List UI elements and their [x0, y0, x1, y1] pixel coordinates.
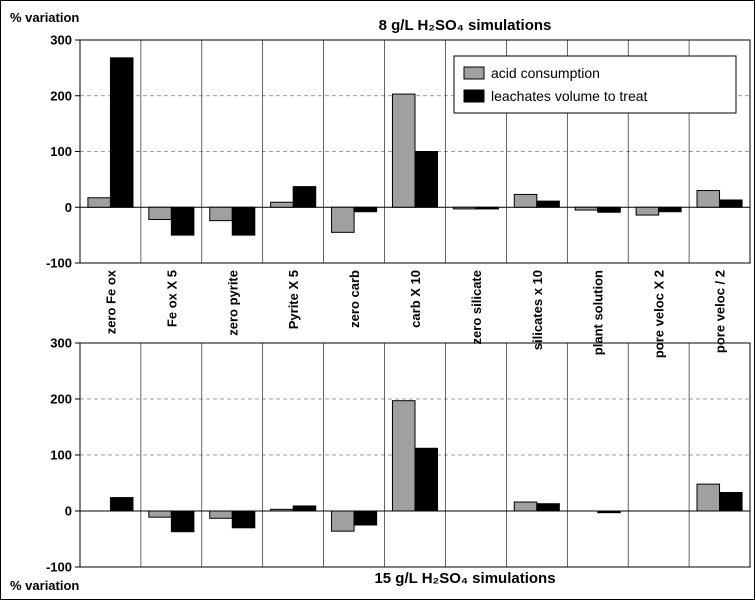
bar-leachates-volume	[109, 57, 134, 208]
category-label: silicates x 10	[530, 270, 545, 350]
legend-box	[453, 55, 737, 114]
category-label: carb X 10	[408, 270, 423, 328]
top-ylabel: % variation	[10, 10, 79, 25]
bar-leachates-volume	[292, 186, 317, 208]
y-tick-label: 200	[50, 392, 72, 407]
bar-leachates-volume	[719, 199, 743, 208]
category-label: Pyrite X 5	[286, 270, 301, 329]
bar-leachates-volume	[597, 510, 621, 514]
bar-acid-consumption	[391, 400, 416, 512]
legend-swatch-acid-consumption	[463, 66, 485, 80]
bar-acid-consumption	[574, 206, 599, 211]
bar-leachates-volume	[414, 447, 439, 512]
bar-leachates-volume	[658, 206, 682, 213]
bar-acid-consumption	[148, 510, 172, 518]
bar-leachates-volume	[292, 505, 317, 512]
bar-acid-consumption	[148, 206, 172, 221]
bar-leachates-volume	[353, 206, 378, 213]
bar-acid-consumption	[209, 206, 233, 222]
top-chart-title: 8 g/L H₂SO₄ simulations	[379, 17, 552, 34]
category-label: zero Fe ox	[103, 269, 118, 334]
bar-leachates-volume	[475, 206, 499, 210]
bar-leachates-volume	[536, 200, 560, 208]
bar-acid-consumption	[270, 201, 294, 208]
category-label: zero silicate	[469, 270, 484, 344]
bar-leachates-volume	[597, 206, 621, 213]
bar-leachates-volume	[536, 503, 560, 512]
bar-acid-consumption	[696, 483, 721, 512]
bar-leachates-volume	[170, 206, 195, 236]
bar-leachates-volume	[719, 492, 743, 512]
category-label: Fe ox X 5	[164, 270, 179, 327]
bottom-chart-title: 15 g/L H₂SO₄ simulations	[374, 570, 555, 587]
y-tick-label: -100	[46, 560, 72, 575]
bar-acid-consumption	[331, 510, 355, 532]
y-tick-label: -100	[46, 256, 72, 271]
bar-acid-consumption	[391, 93, 416, 208]
y-tick-label: 300	[50, 33, 72, 48]
bar-leachates-volume	[231, 206, 256, 236]
bar-leachates-volume	[170, 510, 195, 533]
y-tick-label: 300	[50, 336, 72, 351]
chart-panels: -100 0 100 200 300 zero Fe ox Fe ox X 5 zero py…	[46, 33, 751, 575]
y-tick-label: 200	[50, 88, 72, 103]
bar-acid-consumption	[635, 206, 660, 216]
y-tick-label: 0	[65, 504, 72, 519]
bar-acid-consumption	[209, 510, 233, 519]
category-label: zero pyrite	[225, 270, 240, 336]
bar-acid-consumption	[452, 206, 477, 210]
bar-leachates-volume	[109, 497, 134, 512]
bar-leachates-volume	[353, 510, 378, 526]
category-label: pore veloc / 2	[713, 270, 728, 353]
bar-acid-consumption	[696, 190, 721, 208]
bar-acid-consumption	[87, 197, 111, 208]
legend-label-acid-consumption: acid consumption	[491, 65, 600, 81]
bar-acid-consumption	[513, 501, 538, 512]
y-tick-label: 0	[65, 200, 72, 215]
bar-acid-consumption	[331, 206, 355, 233]
y-tick-label: 100	[50, 144, 72, 159]
bar-leachates-volume	[231, 510, 256, 529]
bottom-ylabel: % variation	[10, 578, 79, 593]
legend-swatch-leachates-volume	[463, 89, 485, 103]
bar-leachates-volume	[414, 151, 439, 208]
category-label: plant solution	[591, 270, 606, 355]
chart-panel-2: -100 0 100 200 300	[46, 336, 751, 575]
bar-acid-consumption	[270, 508, 294, 512]
y-tick-label: 100	[50, 448, 72, 463]
legend: acid consumption leachates volume to tre…	[453, 55, 737, 114]
category-label: pore veloc X 2	[652, 270, 667, 358]
bar-acid-consumption	[513, 193, 538, 208]
legend-label-leachates-volume: leachates volume to treat	[491, 88, 648, 104]
category-label: zero carb	[347, 270, 362, 328]
